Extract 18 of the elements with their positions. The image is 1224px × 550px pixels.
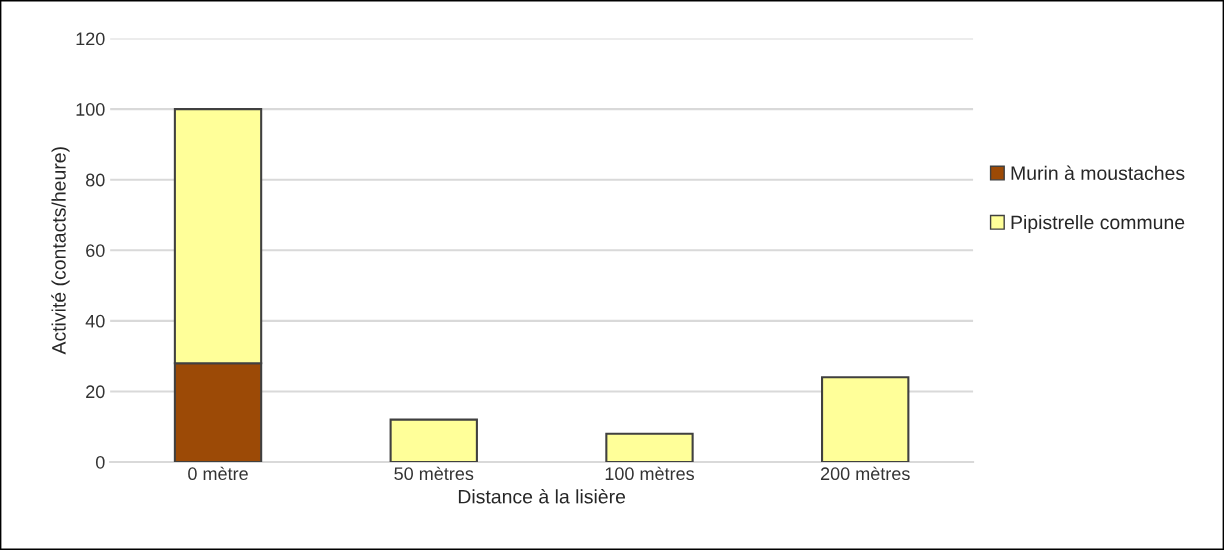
- legend-label: Pipistrelle commune: [1011, 214, 1185, 234]
- y-tick-label: 20: [86, 385, 105, 399]
- x-axis-title: Distance à la lisière: [458, 489, 626, 504]
- x-tick-label: 0 mètre: [188, 466, 248, 481]
- bar: [389, 418, 478, 462]
- x-tick-label: 100 mètres: [605, 466, 694, 481]
- bar: [821, 376, 910, 462]
- bar: [605, 432, 694, 462]
- y-axis-title: Activité (contacts/heure): [51, 147, 70, 355]
- x-tick-label: 50 mètres: [394, 466, 474, 481]
- y-tick-label: 40: [85, 314, 105, 328]
- y-tick-label: 100: [76, 103, 105, 116]
- y-tick-label: 80: [86, 173, 105, 187]
- y-tick-label: 60: [86, 244, 105, 257]
- y-tick-label: 120: [76, 32, 105, 46]
- x-tick-label: 200 mètres: [820, 466, 910, 481]
- legend-label: Murin à moustaches: [1011, 165, 1185, 181]
- y-tick-label: 0: [95, 455, 105, 469]
